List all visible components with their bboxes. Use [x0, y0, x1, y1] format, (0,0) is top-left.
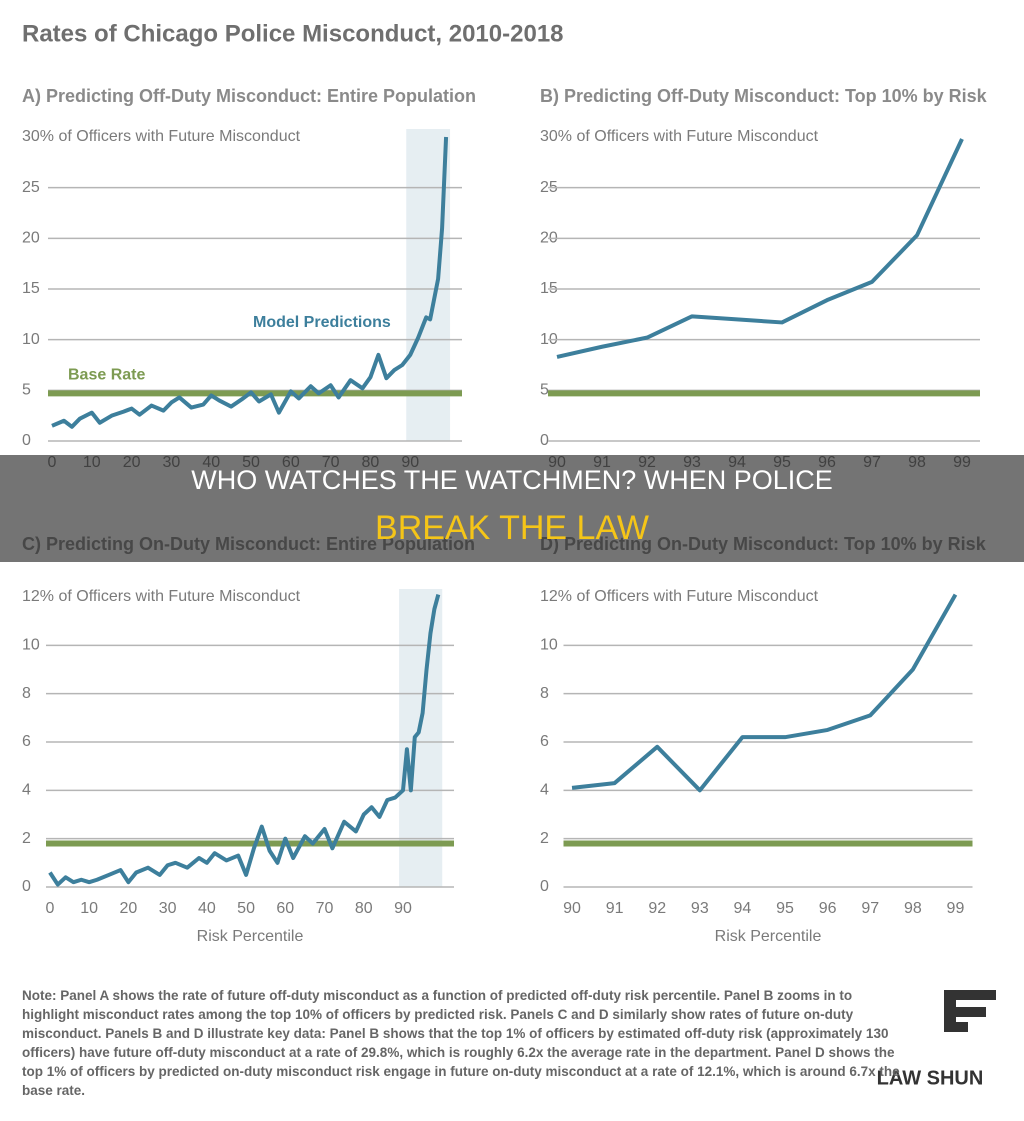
y-tick-label: 6: [22, 733, 31, 750]
x-tick-label: 91: [606, 900, 624, 917]
y-tick-label: 20: [22, 230, 40, 247]
y-tick-label: 0: [22, 878, 31, 895]
y-tick-label: 4: [22, 782, 31, 799]
banner-background: [0, 455, 1024, 562]
x-tick-label: 0: [45, 900, 54, 917]
logo-mark: [956, 990, 996, 1000]
x-tick-label: 80: [355, 900, 373, 917]
y-tick-label: 2: [22, 830, 31, 847]
y-tick-label: 0: [22, 432, 31, 449]
logo-mark: [944, 990, 956, 1032]
logo-mark: [956, 1007, 986, 1017]
x-tick-label: 20: [119, 900, 137, 917]
x-axis-label: Risk Percentile: [715, 928, 822, 945]
x-tick-label: 93: [691, 900, 709, 917]
y-tick-label: 2: [540, 830, 549, 847]
y-tick-label: 25: [22, 179, 40, 196]
x-tick-label: 98: [904, 900, 922, 917]
series-line: [571, 593, 958, 793]
y-tick-label: 12% of Officers with Future Misconduct: [22, 588, 301, 605]
banner-highlight: BREAK THE LAW: [375, 509, 649, 547]
y-tick-label: 6: [540, 733, 549, 750]
series-line: [51, 136, 449, 429]
y-tick-label: 10: [540, 637, 558, 654]
x-tick-label: 95: [776, 900, 794, 917]
x-tick-label: 90: [563, 900, 581, 917]
x-tick-label: 99: [947, 900, 965, 917]
x-tick-label: 40: [198, 900, 216, 917]
x-tick-label: 96: [819, 900, 837, 917]
y-tick-label: 8: [540, 685, 549, 702]
x-tick-label: 30: [159, 900, 177, 917]
y-tick-label: 10: [22, 637, 40, 654]
x-tick-label: 97: [861, 900, 879, 917]
y-tick-label: 0: [540, 432, 549, 449]
panel-title: B) Predicting Off-Duty Misconduct: Top 1…: [540, 86, 988, 106]
logo: LAW SHUN: [877, 990, 996, 1089]
series-line: [556, 138, 964, 359]
x-tick-label: 94: [734, 900, 752, 917]
y-tick-label: 5: [22, 382, 31, 399]
y-tick-label: 15: [22, 280, 40, 297]
series-label: Model Predictions: [253, 314, 391, 331]
y-tick-label: 30% of Officers with Future Misconduct: [22, 128, 301, 145]
highlight-band: [399, 589, 443, 887]
figure-title: Rates of Chicago Police Misconduct, 2010…: [22, 20, 564, 47]
x-tick-label: 70: [316, 900, 334, 917]
banner-line: WHO WATCHES THE WATCHMEN? WHEN POLICE: [191, 465, 833, 495]
x-tick-label: 92: [648, 900, 666, 917]
y-tick-label: 4: [540, 782, 549, 799]
y-tick-label: 8: [22, 685, 31, 702]
y-tick-label: 0: [540, 878, 549, 895]
note: Note: Panel A shows the rate of future o…: [22, 988, 900, 1098]
logo-text: LAW SHUN: [877, 1067, 984, 1089]
reference-label: Base Rate: [68, 367, 145, 384]
x-tick-label: 10: [80, 900, 98, 917]
y-tick-label: 30% of Officers with Future Misconduct: [540, 128, 819, 145]
x-axis-label: Risk Percentile: [197, 928, 304, 945]
series-line: [48, 594, 441, 887]
logo-mark: [944, 1022, 968, 1032]
y-tick-label: 5: [540, 382, 549, 399]
x-tick-label: 60: [276, 900, 294, 917]
y-tick-label: 10: [22, 331, 40, 348]
panel-title: A) Predicting Off-Duty Misconduct: Entir…: [22, 86, 476, 106]
x-tick-label: 50: [237, 900, 255, 917]
y-tick-label: 12% of Officers with Future Misconduct: [540, 588, 819, 605]
x-tick-label: 90: [394, 900, 412, 917]
